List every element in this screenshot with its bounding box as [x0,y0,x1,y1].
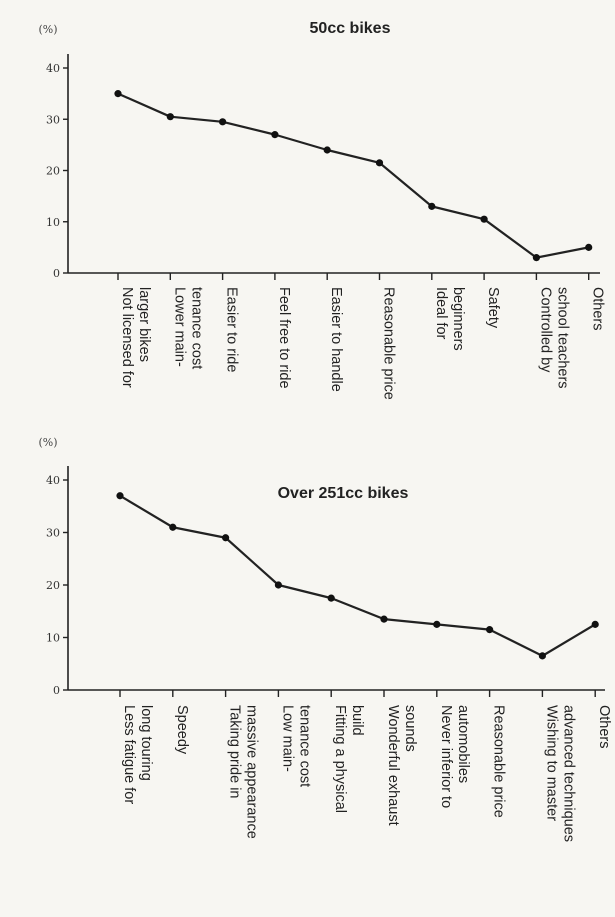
category-label-line: Wishing to master [543,705,559,821]
y-tick-label: 10 [46,216,60,229]
category-label-line: Reasonable price [381,287,397,400]
category-label: Controlled byschool teachers [537,287,570,389]
y-tick-label: 20 [46,579,60,592]
category-label-line: Controlled by [537,287,553,373]
category-label-line: larger bikes [136,287,152,362]
data-point [532,254,541,262]
series-line [119,494,596,657]
category-label-line: Fitting a physical [332,705,348,813]
y-tick-label: 0 [53,267,60,280]
category-label: Reasonable price [381,287,397,400]
chart-title: 50cc bikes [310,20,391,37]
category-label: Others [596,705,612,749]
y-tick-label: 10 [46,632,60,645]
category-label-line: Lower main- [171,287,187,367]
category-label: Wonderful exhaustsounds [385,705,418,826]
category-label: Easier to ride [224,287,240,372]
category-label-line: Ideal for [433,287,449,340]
category-label: Reasonable price [491,705,507,818]
y-tick-label: 0 [53,684,60,697]
category-label: Others [590,287,606,331]
y-axis-unit: (%) [38,23,57,36]
category-label-line: Safety [485,287,501,329]
category-label: Not licensed forlarger bikes [119,287,152,388]
category-label-line: Easier to handle [328,287,344,392]
category-label-line: Reasonable price [491,705,507,818]
data-point [274,581,282,589]
y-tick-label: 40 [46,474,60,487]
data-point [169,523,177,531]
category-label-line: school teachers [554,287,570,389]
data-point [114,90,122,98]
y-tick-label: 30 [46,113,60,126]
category-label-line: automobiles [455,705,471,783]
category-label-line: Low main- [279,705,295,772]
category-label-line: Others [590,287,606,331]
data-point [480,215,488,223]
category-label-line: Less fatigue for [121,705,137,804]
category-label-line: Speedy [174,705,190,755]
data-point [166,113,174,121]
category-label: Wishing to masteradvanced techniques [543,705,576,842]
category-label-line: advanced techniques [560,705,576,842]
data-point [375,159,384,167]
data-point [538,652,547,660]
category-label-line: long touring [138,705,154,781]
data-point [323,146,331,154]
category-label: Low main-tenance cost [279,705,312,787]
category-label-line: build [349,705,365,736]
category-label-line: tenance cost [188,287,204,369]
category-label-line: Easier to ride [224,287,240,372]
data-point [219,118,227,126]
category-label: Lower main-tenance cost [171,287,204,369]
data-point [271,131,279,139]
category-label: Easier to handle [328,287,344,392]
data-point [222,534,230,542]
y-axis-unit: (%) [38,436,57,449]
data-point [585,243,593,251]
category-label: Never inferior toautomobiles [438,705,471,808]
chart-2: (%) 0 10 20 30 40 Over 251cc bikes Less fatigue… [38,436,612,842]
data-point [116,492,124,500]
category-label: Speedy [174,705,190,755]
category-label-line: Taking pride in [227,705,243,799]
y-tick-label: 20 [46,165,60,178]
y-tick-label: 40 [46,62,60,75]
category-label: Less fatigue forlong touring [121,705,154,804]
category-label-line: tenance cost [296,705,312,787]
y-tick-label: 30 [46,527,60,540]
category-label-line: Others [596,705,612,749]
data-point [327,594,335,602]
category-label-line: beginners [450,287,466,351]
data-point [591,620,599,628]
data-point [380,615,388,623]
data-point [433,620,441,628]
category-label: Feel free to ride [276,287,292,389]
data-point [486,626,494,634]
chart-title: Over 251cc bikes [278,485,409,502]
category-label: Taking pride inmassive appearance [227,705,260,839]
category-label: Fitting a physicalbuild [332,705,365,813]
category-label: Ideal forbeginners [433,287,466,351]
series-line [117,92,589,259]
category-label-line: Never inferior to [438,705,454,808]
category-label-line: Wonderful exhaust [385,705,401,826]
category-label-line: massive appearance [244,705,260,839]
category-label: Safety [485,287,501,329]
category-label-line: Not licensed for [119,287,135,388]
category-label-line: Feel free to ride [276,287,292,389]
chart-1: (%) 0 10 20 30 40 50cc bikes Not licensed forla… [38,20,605,400]
category-label-line: sounds [402,705,418,752]
data-point [428,202,436,210]
